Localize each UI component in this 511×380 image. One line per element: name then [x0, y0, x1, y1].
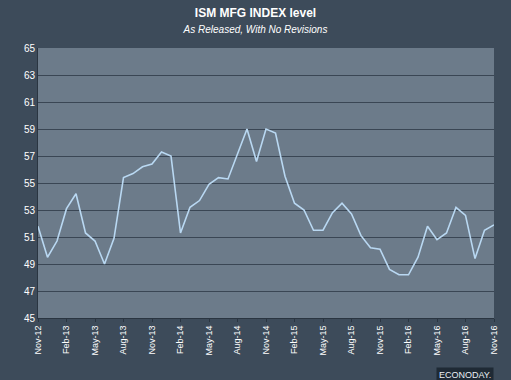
svg-text:Feb-15: Feb-15	[289, 326, 299, 355]
svg-text:Nov-14: Nov-14	[261, 326, 271, 355]
svg-text:Aug-14: Aug-14	[232, 326, 242, 355]
svg-text:Aug-15: Aug-15	[346, 326, 356, 355]
svg-text:65: 65	[24, 43, 36, 54]
svg-text:Aug-16: Aug-16	[460, 326, 470, 355]
svg-text:59: 59	[24, 124, 36, 135]
svg-text:Nov-12: Nov-12	[33, 326, 43, 355]
svg-text:Nov-13: Nov-13	[147, 326, 157, 355]
svg-text:Nov-16: Nov-16	[489, 326, 499, 355]
svg-text:57: 57	[24, 151, 36, 162]
svg-text:49: 49	[24, 259, 36, 270]
svg-text:63: 63	[24, 70, 36, 81]
svg-text:45: 45	[24, 313, 36, 324]
svg-text:ECONODAY.: ECONODAY.	[439, 370, 491, 380]
svg-text:May-14: May-14	[204, 326, 214, 356]
svg-text:May-16: May-16	[432, 326, 442, 356]
svg-text:61: 61	[24, 97, 36, 108]
svg-text:Aug-13: Aug-13	[118, 326, 128, 355]
svg-text:Feb-14: Feb-14	[175, 326, 185, 355]
svg-text:47: 47	[24, 286, 36, 297]
svg-text:Feb-13: Feb-13	[61, 326, 71, 355]
svg-text:53: 53	[24, 205, 36, 216]
svg-text:55: 55	[24, 178, 36, 189]
svg-text:Feb-16: Feb-16	[403, 326, 413, 355]
svg-text:May-13: May-13	[90, 326, 100, 356]
svg-text:51: 51	[24, 232, 36, 243]
svg-text:May-15: May-15	[318, 326, 328, 356]
svg-text:ISM MFG INDEX levelAs Released: ISM MFG INDEX levelAs Released, With No …	[183, 6, 328, 35]
svg-text:Nov-15: Nov-15	[375, 326, 385, 355]
